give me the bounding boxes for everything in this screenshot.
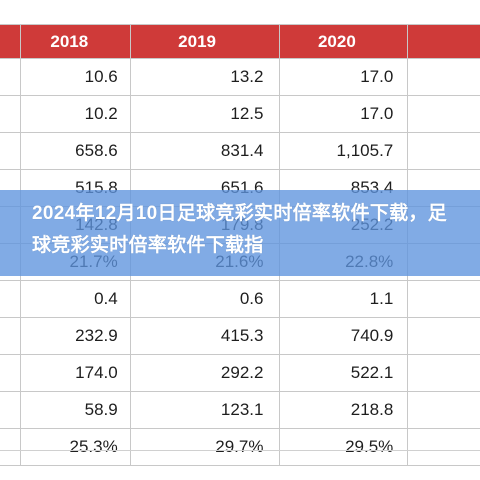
table-cell: 25.3% bbox=[19, 428, 131, 466]
table-cell: 17.0 bbox=[279, 95, 409, 133]
header-cell-year-2019: 2019 bbox=[129, 24, 281, 59]
table-cell bbox=[407, 391, 480, 429]
table-cell: 232.9 bbox=[19, 317, 131, 355]
table-header-row: 17 2018 2019 2020 bbox=[0, 24, 480, 59]
table-cell: 29.5% bbox=[279, 428, 409, 466]
table-row: %25.3%29.7%29.5% bbox=[0, 428, 480, 466]
header-cell-year-2018: 2018 bbox=[19, 24, 131, 59]
header-cell-year-2017: 17 bbox=[0, 24, 21, 59]
table-cell: .5 bbox=[0, 391, 21, 429]
table-cell: .1 bbox=[0, 58, 21, 96]
table-cell: 174.0 bbox=[19, 354, 131, 392]
table-row: -0.40.61.1 bbox=[0, 280, 480, 318]
table-cell bbox=[407, 58, 480, 96]
table-cell: 10.6 bbox=[19, 58, 131, 96]
table-cell: 13.2 bbox=[129, 58, 281, 96]
article-title-banner: 2024年12月10日足球竞彩实时倍率软件下载，足球竞彩实时倍率软件下载指 bbox=[0, 190, 480, 276]
header-cell-year-2020: 2020 bbox=[279, 24, 409, 59]
table-cell: 292.2 bbox=[129, 354, 281, 392]
table-cell: 522.1 bbox=[279, 354, 409, 392]
table-cell: .1 bbox=[0, 317, 21, 355]
table-cell: 17.0 bbox=[279, 58, 409, 96]
table-cell: % bbox=[0, 428, 21, 466]
table-cell: - bbox=[0, 280, 21, 318]
table-cell: .5 bbox=[0, 132, 21, 170]
table-cell bbox=[407, 317, 480, 355]
table-cell: 123.1 bbox=[129, 391, 281, 429]
table-cell bbox=[407, 95, 480, 133]
header-cell-next bbox=[407, 24, 480, 59]
article-title: 2024年12月10日足球竞彩实时倍率软件下载，足球竞彩实时倍率软件下载指 bbox=[32, 203, 448, 256]
table-cell bbox=[407, 280, 480, 318]
table-cell: 415.3 bbox=[129, 317, 281, 355]
table-cell: 740.9 bbox=[279, 317, 409, 355]
table-cell bbox=[407, 132, 480, 170]
table-cell: 58.9 bbox=[19, 391, 131, 429]
table-cell: 658.6 bbox=[19, 132, 131, 170]
table-row: .110.212.517.0 bbox=[0, 95, 480, 133]
table-cell: 1.1 bbox=[279, 280, 409, 318]
table-cell: 29.7% bbox=[129, 428, 281, 466]
table-cell: 218.8 bbox=[279, 391, 409, 429]
table-cell: 831.4 bbox=[129, 132, 281, 170]
table-cell: .6 bbox=[0, 354, 21, 392]
table-cell bbox=[407, 354, 480, 392]
table-cell: 0.4 bbox=[19, 280, 131, 318]
table-row: .110.613.217.0 bbox=[0, 58, 480, 96]
table-cell: 12.5 bbox=[129, 95, 281, 133]
table-cell: .1 bbox=[0, 95, 21, 133]
table-cell: 0.6 bbox=[129, 280, 281, 318]
table-cell bbox=[407, 428, 480, 466]
table-cell: 1,105.7 bbox=[279, 132, 409, 170]
table-cell: 10.2 bbox=[19, 95, 131, 133]
